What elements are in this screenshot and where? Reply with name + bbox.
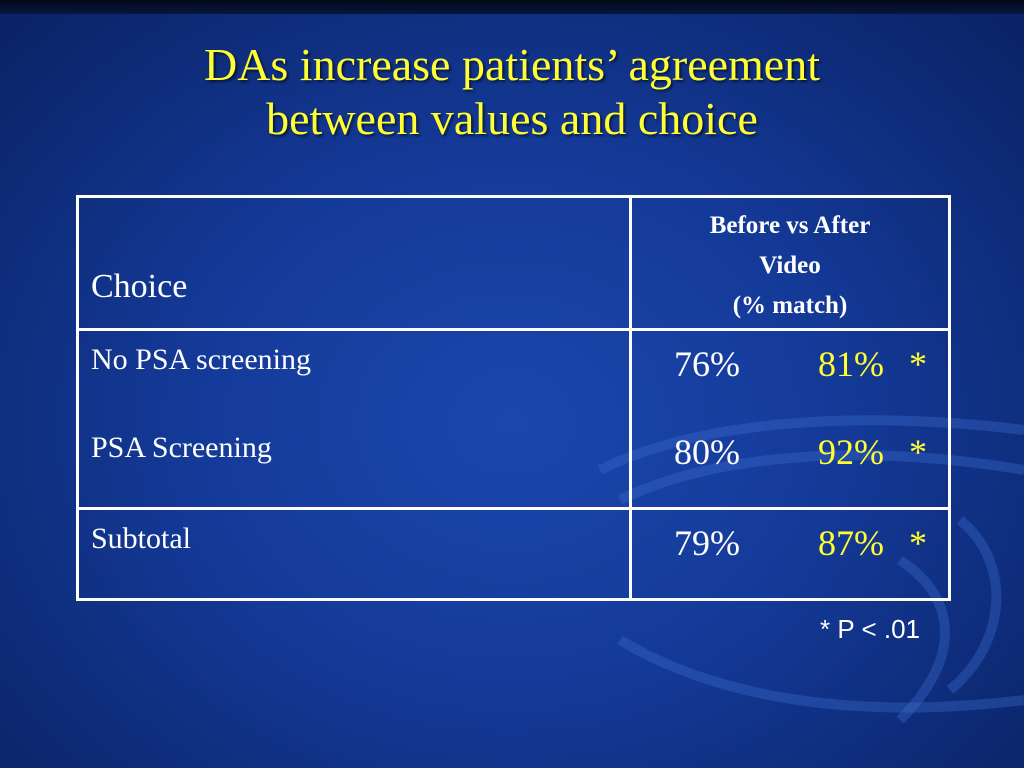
table-subtotal-row: Subtotal 79% 87% * <box>76 507 951 601</box>
slide-title: DAs increase patients’ agreement between… <box>0 38 1024 146</box>
choices-cell: No PSA screening PSA Screening <box>76 328 632 510</box>
header-choice-label: Choice <box>91 268 188 305</box>
values-cell: 76% 81% * 80% 92% * <box>629 328 951 510</box>
header-value-line-3: (% match) <box>732 292 848 319</box>
value-before: 79% <box>674 523 740 563</box>
slide-title-line-2: between values and choice <box>266 93 758 144</box>
significance-marker: * <box>909 523 927 563</box>
header-value-line-1: Before vs After <box>709 212 871 239</box>
significance-footnote: * P < .01 <box>820 614 920 644</box>
subtotal-label-cell: Subtotal <box>76 507 632 601</box>
top-band <box>0 0 1024 14</box>
header-value-line-2: Video <box>759 252 821 279</box>
subtotal-value-cell: 79% 87% * <box>629 507 951 601</box>
value-row-no-psa: 76% 81% * <box>632 343 948 387</box>
slide-title-line-1: DAs increase patients’ agreement <box>203 39 821 90</box>
header-choice-cell: Choice <box>76 195 632 331</box>
significance-marker: * <box>909 432 927 472</box>
value-row-subtotal: 79% 87% * <box>632 522 948 566</box>
choice-psa-screening: PSA Screening <box>91 431 272 464</box>
value-after: 81% <box>818 344 884 384</box>
results-table: Choice Before vs After Video (% match) N… <box>76 195 951 601</box>
table-row: No PSA screening PSA Screening 76% 81% *… <box>76 328 951 510</box>
value-before: 76% <box>674 344 740 384</box>
choice-no-psa-screening: No PSA screening <box>91 343 311 376</box>
value-row-psa: 80% 92% * <box>632 431 948 475</box>
value-before: 80% <box>674 432 740 472</box>
choice-subtotal: Subtotal <box>91 522 192 555</box>
value-after: 92% <box>818 432 884 472</box>
value-after: 87% <box>818 523 884 563</box>
header-value-cell: Before vs After Video (% match) <box>629 195 951 331</box>
table-header-row: Choice Before vs After Video (% match) <box>76 195 951 331</box>
significance-marker: * <box>909 344 927 384</box>
